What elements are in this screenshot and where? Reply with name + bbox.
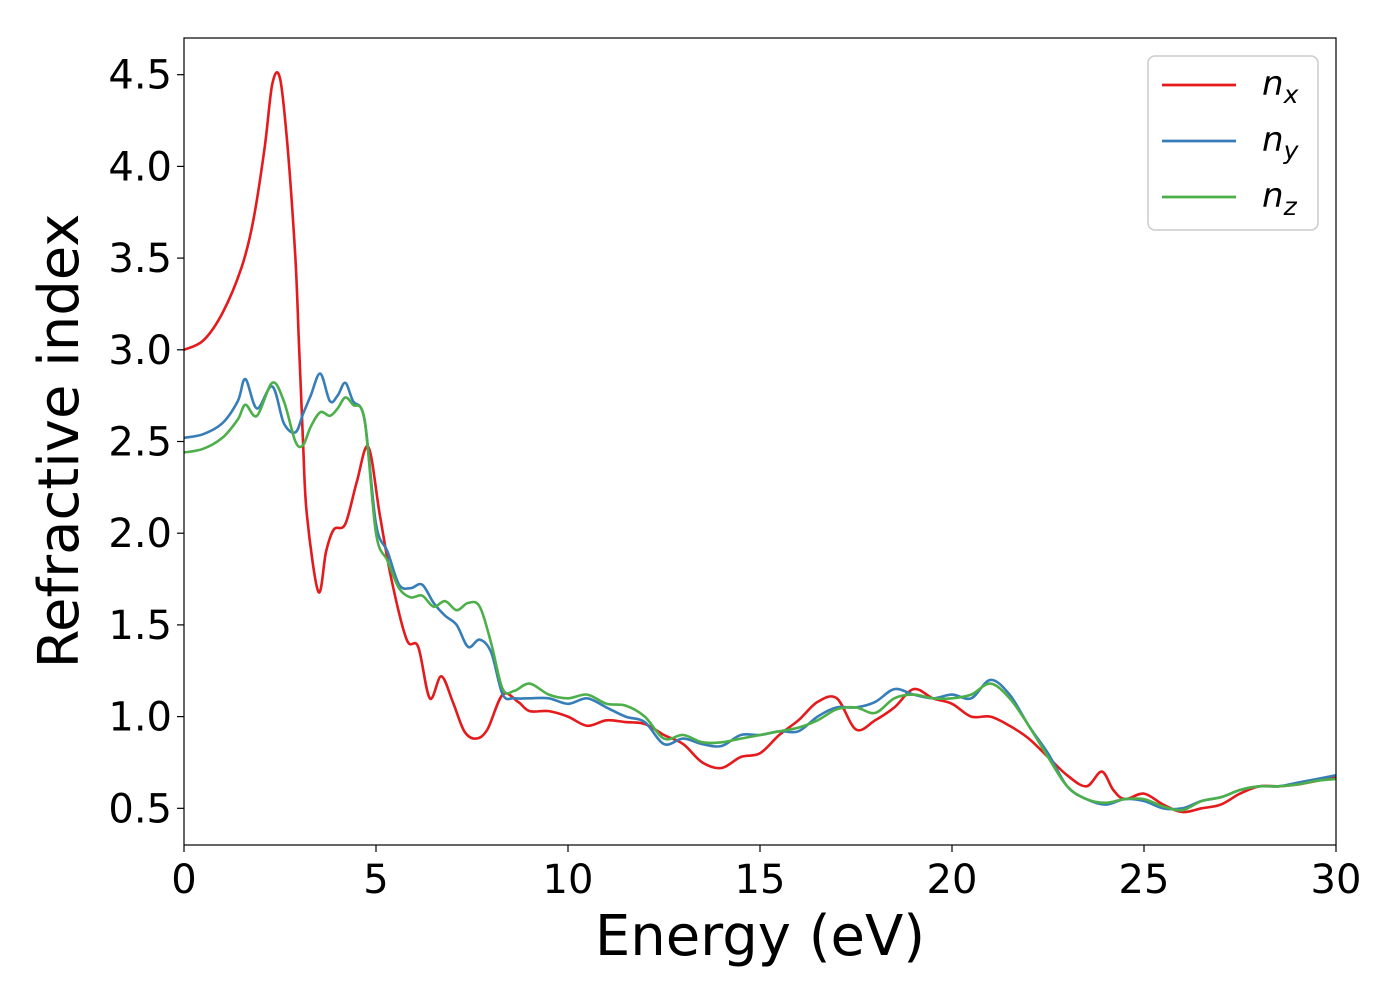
x-tick-label: 10 bbox=[543, 857, 594, 903]
x-tick-label: 5 bbox=[363, 857, 388, 903]
series-line-nx bbox=[184, 71, 1336, 814]
y-tick-label: 4.5 bbox=[108, 53, 172, 99]
legend-label-nx: nx bbox=[1262, 64, 1299, 109]
x-tick-label: 0 bbox=[171, 857, 196, 903]
y-tick-label: 1.0 bbox=[108, 695, 172, 741]
y-tick-label: 1.5 bbox=[108, 603, 172, 649]
legend-label-ny: ny bbox=[1262, 120, 1300, 165]
x-axis-label: Energy (eV) bbox=[595, 904, 925, 969]
legend: nx ny nz bbox=[1147, 55, 1319, 231]
x-tick-label: 25 bbox=[1119, 857, 1170, 903]
y-tick-label: 2.0 bbox=[108, 511, 172, 557]
legend-box bbox=[1147, 55, 1319, 231]
y-tick-label: 0.5 bbox=[108, 786, 172, 832]
ticks-layer: 0 5 10 15 20 25 30 0.5 1.0 1.5 2.0 2.5 3.0 3.5 4.0 4.5 bbox=[108, 53, 1361, 903]
x-tick-label: 20 bbox=[927, 857, 978, 903]
series-line-nz bbox=[184, 381, 1336, 812]
y-tick-label: 3.5 bbox=[108, 236, 172, 282]
y-axis-label: Refractive index bbox=[27, 214, 92, 669]
x-tick-label: 15 bbox=[735, 857, 786, 903]
legend-label-nz: nz bbox=[1262, 176, 1298, 221]
y-tick-label: 2.5 bbox=[108, 420, 172, 466]
y-tick-label: 3.0 bbox=[108, 328, 172, 374]
series-line-ny bbox=[184, 372, 1336, 811]
series-layer bbox=[184, 71, 1336, 814]
y-tick-label: 4.0 bbox=[108, 144, 172, 190]
x-tick-label: 30 bbox=[1311, 857, 1362, 903]
legend-entries: nx ny nz bbox=[1162, 64, 1300, 221]
